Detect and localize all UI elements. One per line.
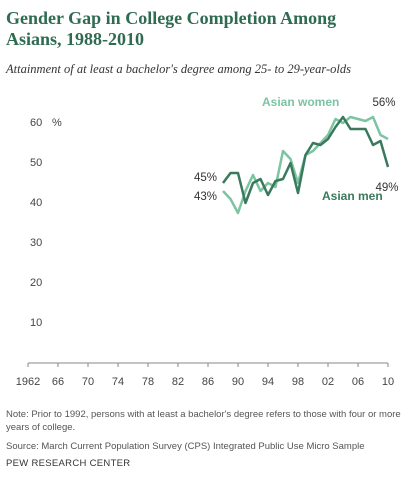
y-tick-label: 20 xyxy=(30,277,42,289)
x-tick-label: 86 xyxy=(202,376,214,388)
y-unit: % xyxy=(52,117,62,129)
x-tick-label: 90 xyxy=(232,376,244,388)
x-tick-label: 94 xyxy=(262,376,274,388)
legend-label: Asian women xyxy=(262,95,339,109)
x-tick-label: 98 xyxy=(292,376,304,388)
y-tick-label: 10 xyxy=(30,317,42,329)
y-tick-label: 60 xyxy=(30,117,42,129)
x-tick-label: 82 xyxy=(172,376,184,388)
y-tick-label: 50 xyxy=(30,157,42,169)
data-label: 45% xyxy=(194,172,217,184)
y-tick-label: 40 xyxy=(30,197,42,209)
note: Note: Prior to 1992, persons with at lea… xyxy=(6,409,401,433)
x-tick-label: 66 xyxy=(52,376,64,388)
x-tick-label: 02 xyxy=(322,376,334,388)
y-tick-label: 30 xyxy=(30,237,42,249)
x-tick-label: 74 xyxy=(112,376,124,388)
x-tick-label: 1962 xyxy=(16,376,40,388)
data-label: 49% xyxy=(375,182,398,194)
data-label: 56% xyxy=(372,97,395,109)
credit: PEW RESEARCH CENTER xyxy=(6,458,131,469)
chart-title: Gender Gap in College Completion Among A… xyxy=(6,8,337,49)
x-tick-label: 70 xyxy=(82,376,94,388)
x-tick-label: 06 xyxy=(352,376,364,388)
data-label: 43% xyxy=(194,191,217,203)
legend-label: Asian men xyxy=(322,189,383,203)
series-line xyxy=(222,115,390,205)
x-tick-label: 78 xyxy=(142,376,154,388)
chart: 1962 66 70 74 78 82 86 90 94 98 02 06 10 10 20 30 40 50 60… xyxy=(16,95,399,388)
chart-subtitle: Attainment of at least a bachelor's degr… xyxy=(6,62,351,76)
x-tick-label: 10 xyxy=(382,376,394,388)
source: Source: March Current Population Survey … xyxy=(6,441,365,452)
